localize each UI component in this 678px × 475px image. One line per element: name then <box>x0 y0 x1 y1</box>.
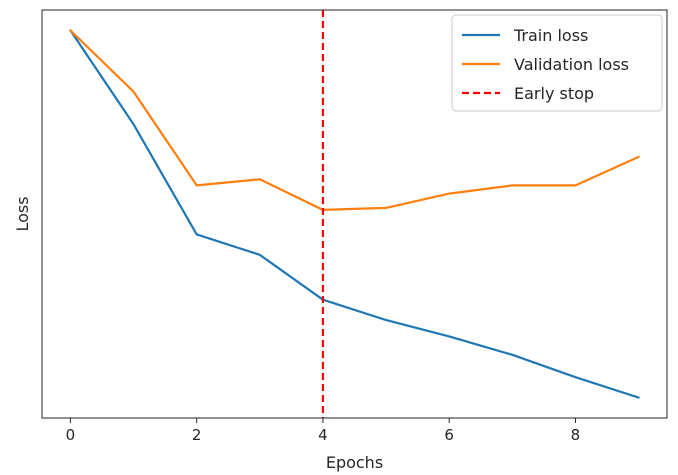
plot-area-frame <box>41 9 668 419</box>
x-axis-label: Epochs <box>326 453 383 472</box>
x-tick-label: 4 <box>318 426 328 444</box>
legend-label: Train loss <box>513 26 588 45</box>
x-tick-label: 6 <box>444 426 454 444</box>
series-line-1 <box>69 29 640 211</box>
series-line-0 <box>69 29 640 399</box>
x-tick-label: 2 <box>192 426 202 444</box>
x-axis-ticks: 0 2 4 6 8 <box>66 418 581 444</box>
legend-label: Early stop <box>514 84 594 103</box>
legend-box <box>451 14 663 112</box>
y-axis-label: Loss <box>13 196 32 231</box>
x-tick-label: 0 <box>66 426 76 444</box>
series-layer <box>69 29 640 399</box>
legend-label: Validation loss <box>514 55 629 74</box>
legend: Train loss Validation loss Early stop <box>451 14 663 112</box>
x-tick-label: 8 <box>571 426 581 444</box>
